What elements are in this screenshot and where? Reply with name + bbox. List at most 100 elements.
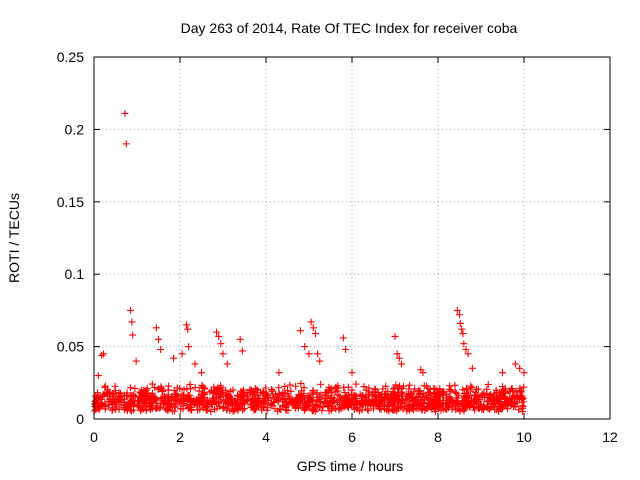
data-point [419,369,427,377]
band-marker [238,390,246,398]
data-point [468,364,476,372]
band-marker [272,390,280,398]
band-marker [125,392,133,400]
data-point [219,350,227,358]
band-marker [479,404,487,412]
band-marker [493,406,501,414]
band-marker [130,392,138,400]
band-marker [281,382,289,390]
band-marker [416,391,424,399]
band-marker [249,390,257,398]
data-point [395,354,403,362]
band-marker [146,406,154,414]
band-marker [161,392,169,400]
band-marker [406,381,414,389]
band-marker [103,390,111,398]
band-marker [518,395,526,403]
y-tick-label: 0.25 [57,49,84,65]
band-marker [165,382,173,390]
y-axis-label: ROTI / TECUs [6,193,22,283]
band-marker [190,396,198,404]
band-marker [168,407,176,415]
band-marker [252,405,260,413]
band-marker [207,387,215,395]
band-marker [197,397,205,405]
band-marker [440,388,448,396]
band-marker [263,406,271,414]
band-marker [456,406,464,414]
band-marker [470,398,478,406]
band-marker [297,380,305,388]
band-marker [342,392,350,400]
band-marker [506,395,514,403]
band-marker [472,385,480,393]
band-marker [319,403,327,411]
data-point [129,331,137,339]
data-point [185,343,193,351]
data-point [348,369,356,377]
band-marker [434,388,442,396]
band-marker [385,407,393,415]
band-marker [260,390,268,398]
y-tick-label: 0 [76,411,84,427]
data-point [94,372,102,380]
band-marker [384,391,392,399]
band-marker [133,397,141,405]
band-marker [417,396,425,404]
band-marker [428,405,436,413]
band-marker [317,391,325,399]
band-marker [284,406,292,414]
band-marker [287,398,295,406]
data-point [460,340,468,348]
band-marker [376,404,384,412]
band-marker [282,401,290,409]
band-marker [511,403,519,411]
band-marker [220,403,228,411]
data-point [236,335,244,343]
band-marker [318,407,326,415]
band-marker [340,403,348,411]
band-marker [520,383,528,391]
band-marker [292,382,300,390]
band-marker [452,397,460,405]
band-marker [331,404,339,412]
band-marker [177,405,185,413]
band-marker [394,402,402,410]
band-marker [498,405,506,412]
data-point [311,330,319,338]
band-marker [431,404,439,412]
band-marker [424,399,432,407]
band-marker [518,388,526,396]
band-marker [407,391,415,399]
band-marker [136,402,144,410]
band-marker [300,406,308,414]
data-point [182,321,190,329]
band-marker [415,400,423,408]
data-point [132,357,140,365]
data-point [391,332,399,340]
band-marker [350,405,358,413]
band-marker [340,384,348,392]
band-marker [108,406,116,414]
band-marker [362,393,370,401]
band-marker [117,401,125,409]
band-marker [131,385,139,393]
band-marker [138,390,146,398]
band-marker [487,404,495,412]
band-marker [437,401,445,409]
band-marker [485,392,493,400]
band-marker [264,394,272,402]
band-marker [234,391,242,399]
band-marker [518,408,526,416]
band-marker [348,386,356,394]
band-marker [110,398,118,406]
band-marker [225,393,233,401]
band-marker [486,393,494,401]
band-marker [300,384,308,392]
band-marker [452,389,460,397]
band-marker [173,391,181,399]
axis-ticks: 0 2 4 6 8 10 12 0 0.05 0.1 0.15 0.2 0.25 [57,49,618,445]
band-marker [462,384,470,392]
band-marker [395,384,403,392]
band-marker [199,384,207,392]
